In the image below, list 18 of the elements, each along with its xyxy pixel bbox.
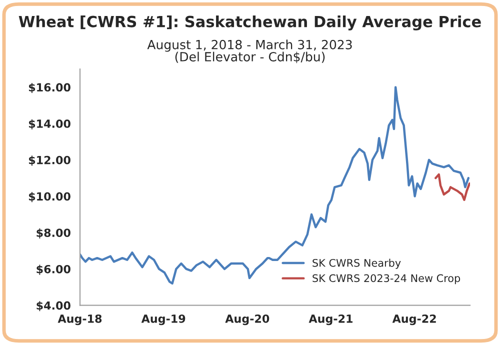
legend-label: SK CWRS 2023-24 New Crop — [312, 274, 460, 284]
x-tick-label: Aug-18 — [58, 314, 102, 326]
x-tick-label: Aug-22 — [392, 314, 436, 326]
y-tick-label: $10.00 — [28, 192, 70, 202]
y-tick-label: $6.00 — [36, 264, 70, 275]
y-tick-label: $16.00 — [28, 82, 70, 94]
y-tick-label: $12.00 — [28, 156, 70, 166]
y-tick-label: $8.00 — [36, 228, 70, 238]
x-tick-label: Aug-19 — [141, 314, 186, 326]
y-tick-label: $4.00 — [36, 301, 70, 312]
chart-title: Wheat [CWRS #1]: Saskatchewan Daily Average Price — [18, 16, 481, 30]
y-tick-label: $14.00 — [28, 119, 70, 130]
line-series — [434, 173, 470, 201]
legend-label: SK CWRS Nearby — [312, 258, 401, 269]
line-series — [80, 86, 470, 285]
chart-subtitle: August 1, 2018 - March 31, 2023 (Del Elevator - Cdn$/bu) — [147, 40, 352, 64]
x-tick-label: Aug-20 — [225, 314, 270, 326]
x-tick-label: Aug-21 — [308, 314, 352, 326]
